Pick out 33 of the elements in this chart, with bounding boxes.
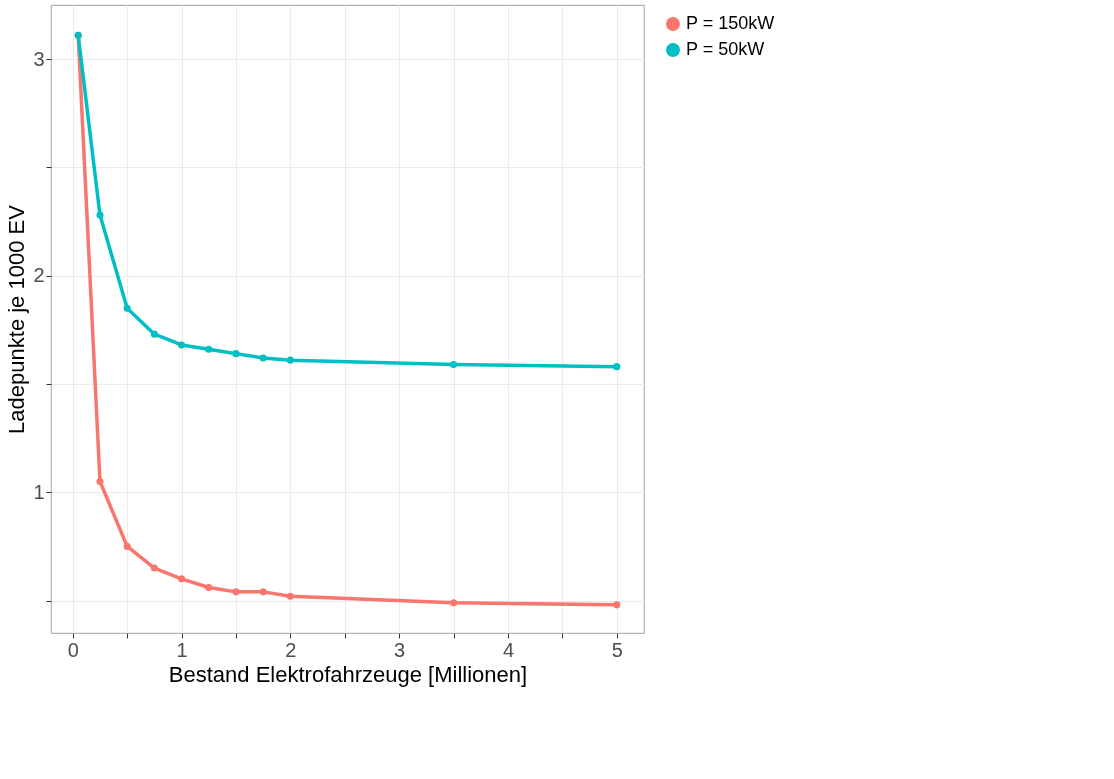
point	[450, 599, 458, 607]
point	[96, 211, 104, 219]
point	[232, 350, 240, 358]
x-tick-label: 3	[394, 638, 406, 661]
point	[150, 330, 158, 338]
x-tick-label: 1	[176, 638, 188, 661]
point	[178, 341, 186, 349]
point	[96, 477, 104, 485]
point	[613, 363, 621, 371]
point	[259, 354, 267, 362]
point	[286, 592, 294, 600]
point	[450, 360, 458, 368]
point	[205, 584, 213, 592]
x-tick-label: 2	[285, 638, 297, 661]
y-tick-label: 1	[33, 480, 45, 503]
x-tick-label: 0	[67, 638, 79, 661]
point	[613, 601, 621, 609]
point	[178, 575, 186, 583]
x-tick-label: 4	[502, 638, 515, 661]
point	[205, 345, 213, 353]
x-tick-label: 5	[611, 638, 623, 661]
point	[259, 588, 267, 596]
point	[123, 542, 131, 550]
y-tick-label: 3	[33, 47, 45, 70]
point	[123, 304, 131, 312]
point	[286, 356, 294, 364]
y-tick-label: 2	[33, 264, 45, 287]
x-axis-title: Bestand Elektrofahrzeuge [Millionen]	[168, 661, 528, 687]
y-axis-title: Ladepunkte je 1000 EV	[4, 204, 30, 434]
legend-label: P = 150kW	[686, 13, 775, 33]
legend-label: P = 50kW	[686, 39, 765, 59]
point	[150, 564, 158, 572]
point	[232, 588, 240, 596]
